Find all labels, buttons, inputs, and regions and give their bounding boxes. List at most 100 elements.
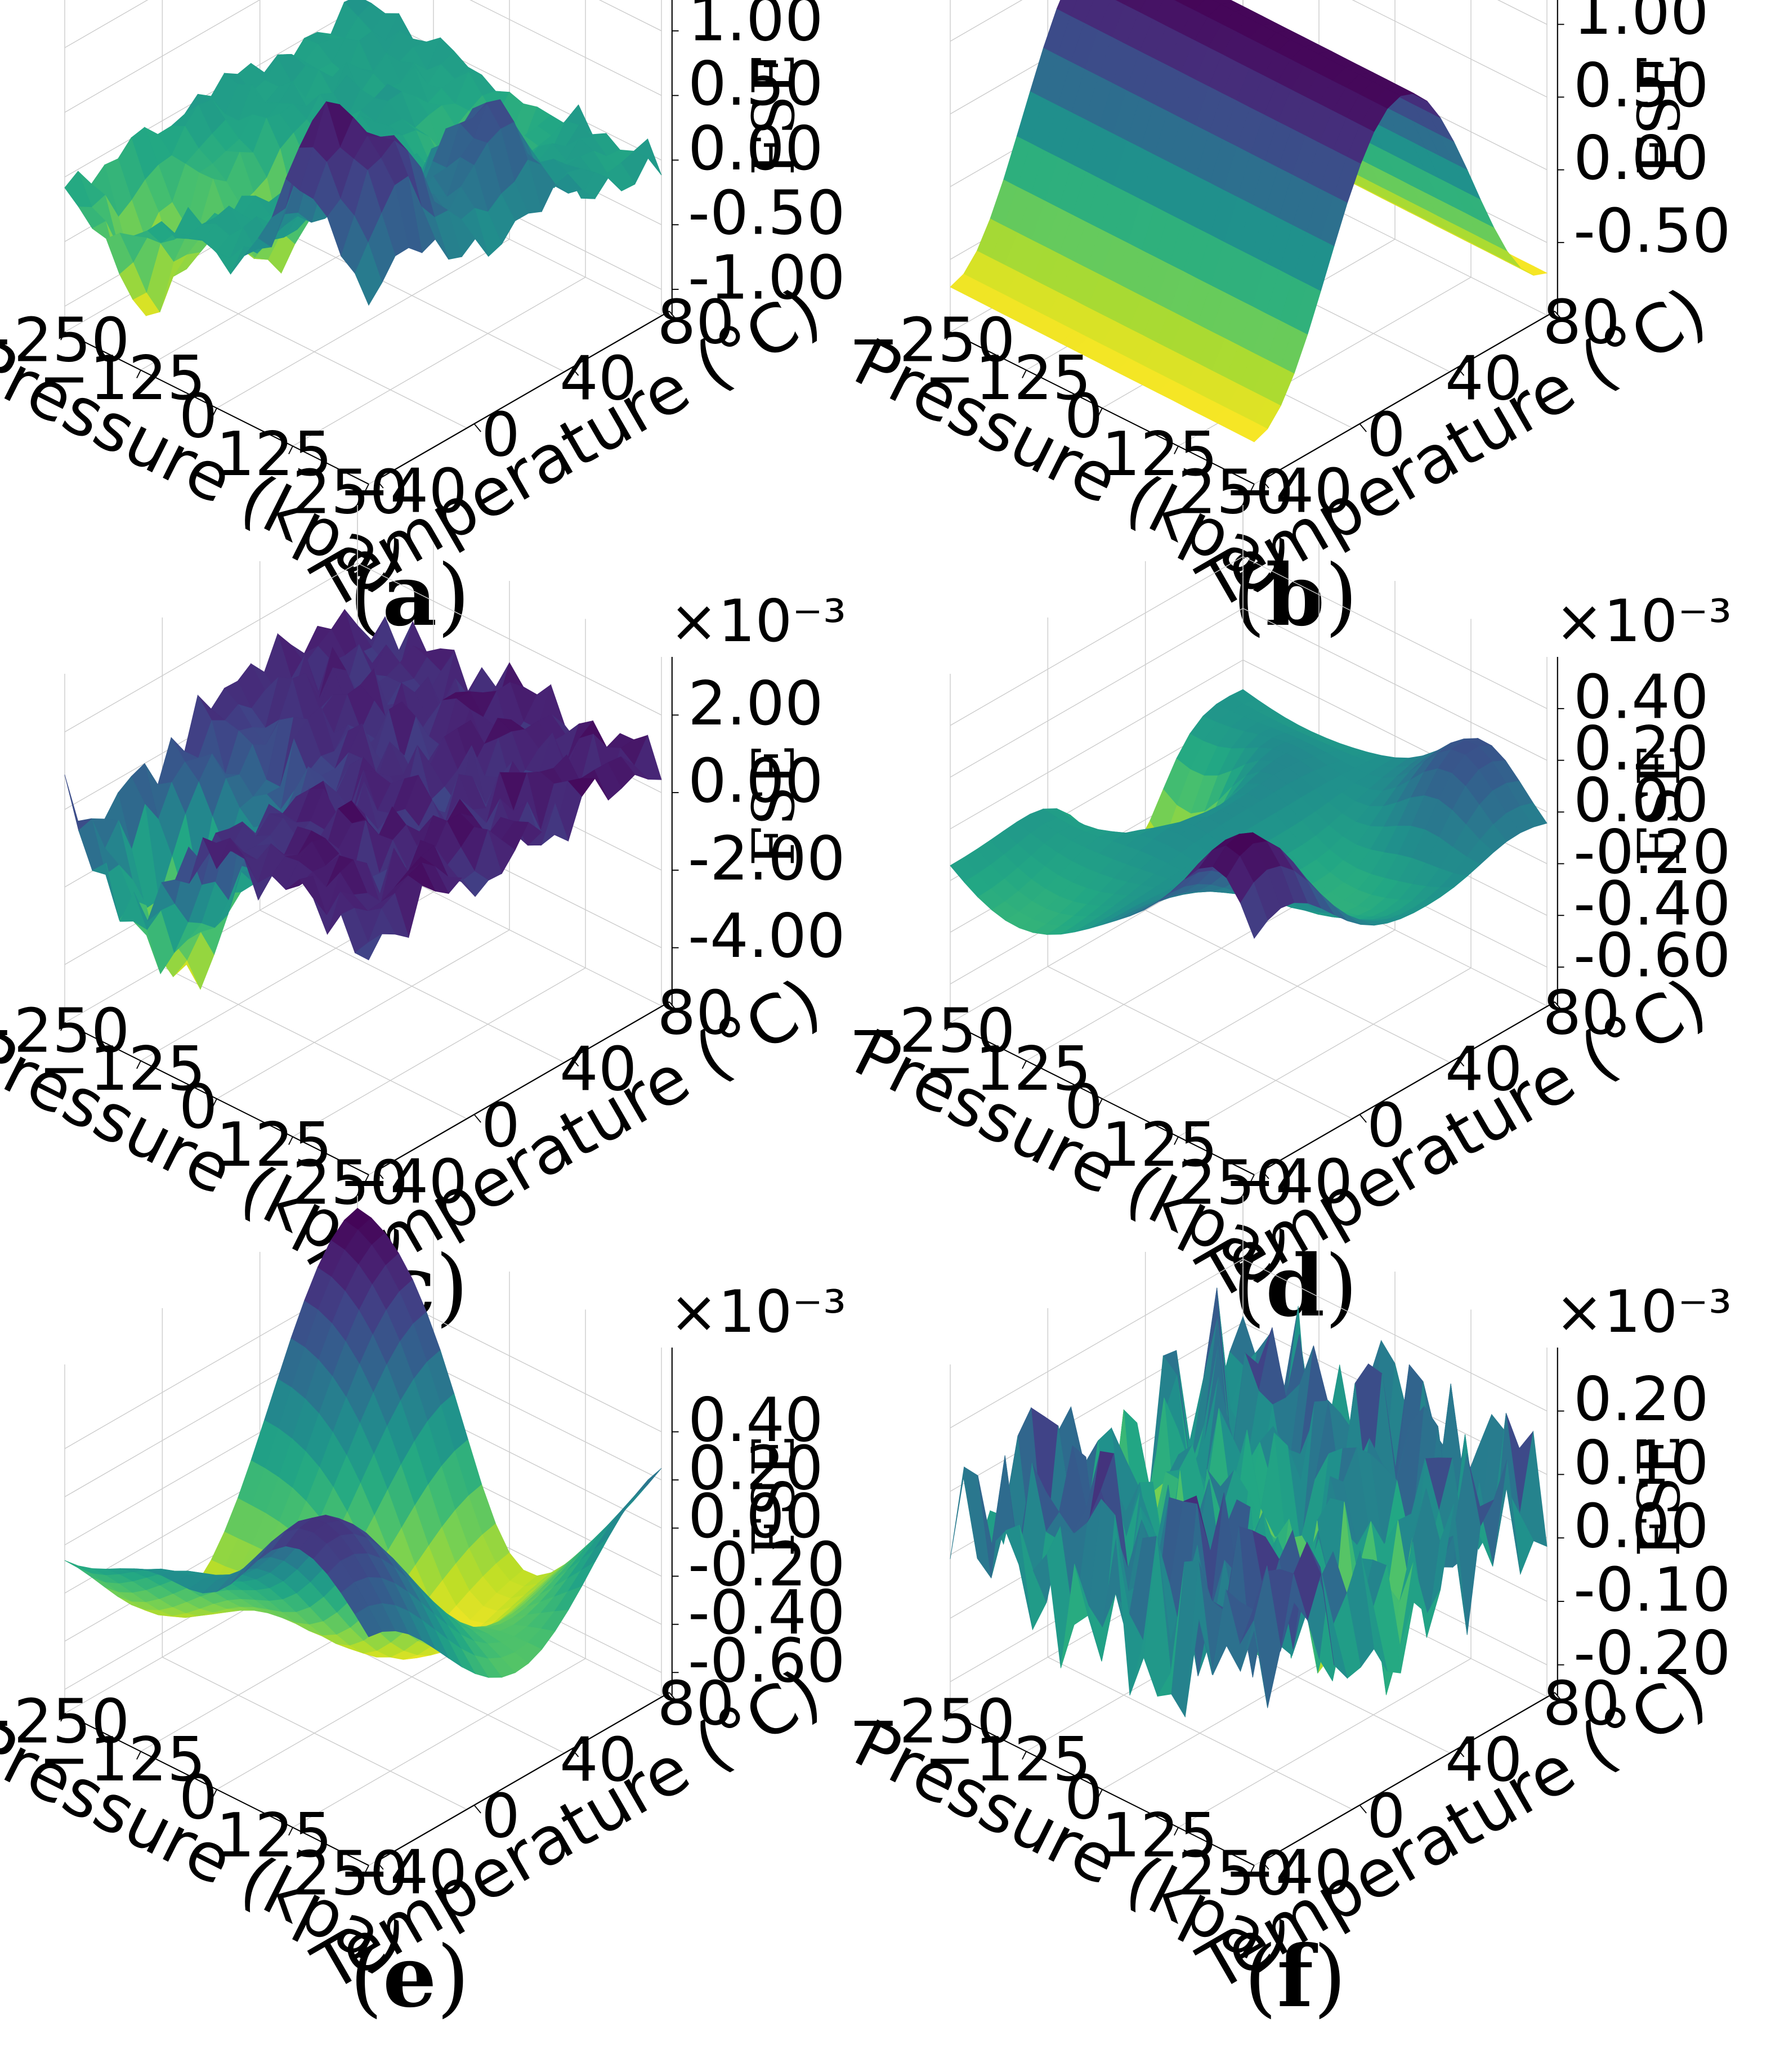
pressure-tick-label: 250 <box>292 458 408 528</box>
fse-scale-label: ×10⁻³ <box>669 588 846 655</box>
pressure-tick-label: −125 <box>39 1725 206 1795</box>
pressure-tick-label: 125 <box>1102 1801 1218 1871</box>
fse-tick-label: 1.00 <box>688 0 824 55</box>
temperature-axis-line <box>1262 1001 1555 1171</box>
panel-f: −250 −125 0 125 250 −40 0 40 80 0.20 0.10 0.00 -0.10… <box>843 1196 1771 2072</box>
fse-tick-label: -0.60 <box>1573 921 1731 991</box>
surface <box>64 1207 662 1678</box>
surface-plot-b: −250−1250125250−40040801.000.500.00-0.50… <box>843 0 1731 645</box>
pressure-tick-label: 0 <box>179 1072 218 1143</box>
temperature-tick-label: 80 <box>1542 1668 1620 1739</box>
surface-plot-d: −250−1250125250−40040800.400.200.00-0.20… <box>843 505 1732 1336</box>
surface <box>950 1287 1548 1718</box>
fse-tick-label: 0.50 <box>1573 51 1709 121</box>
fse-tick-label: -0.40 <box>1573 869 1731 939</box>
fse-tick-label: 0.00 <box>1573 123 1709 194</box>
pressure-tick-label: −250 <box>0 306 130 376</box>
temperature-axis-line <box>376 1692 670 1862</box>
temperature-tick-label: 80 <box>1542 287 1620 357</box>
temperature-axis-line <box>1262 1692 1555 1862</box>
temperature-axis-line <box>376 1001 670 1171</box>
temperature-tick-label: −40 <box>1224 456 1353 526</box>
fse-tick-label: 1.00 <box>1573 0 1709 48</box>
temperature-tick-label: −40 <box>339 1837 467 1908</box>
temperature-tick-label: 80 <box>657 287 735 357</box>
panel-label: (f) <box>1244 1927 1347 2026</box>
temperature-tick-label: 40 <box>1445 1725 1523 1795</box>
pressure-tick-label: −250 <box>848 996 1016 1067</box>
surface <box>950 689 1548 939</box>
fse-tick-label: 0.40 <box>1573 662 1709 732</box>
fse-axis-title: FSE <box>1626 744 1693 866</box>
pressure-tick-label: −125 <box>924 1034 1092 1104</box>
panel-label: (e) <box>350 1927 469 2026</box>
temperature-tick-label: 0 <box>481 400 520 470</box>
fse-axis-title: FSE <box>740 744 808 866</box>
pressure-tick-label: 125 <box>216 1801 332 1871</box>
fse-tick-label: -0.60 <box>688 1626 846 1697</box>
pressure-tick-label: −250 <box>848 1687 1016 1757</box>
pressure-tick-label: −125 <box>924 1725 1092 1795</box>
temperature-tick-label: 0 <box>1367 1090 1406 1161</box>
fse-tick-label: 0.10 <box>1573 1428 1709 1498</box>
temperature-tick-label: 80 <box>657 978 735 1048</box>
surface-plot-e: −250−1250125250−40040800.400.200.00-0.20… <box>0 1196 846 2026</box>
fse-tick-label: 0.50 <box>688 49 824 119</box>
surface <box>950 0 1548 442</box>
surface-plot-f: −250−1250125250−40040800.200.100.00-0.10… <box>843 1196 1732 2026</box>
temperature-tick-label: −40 <box>339 456 467 526</box>
pressure-tick-label: 0 <box>1065 1763 1103 1833</box>
fse-tick-label: 0.40 <box>688 1385 824 1456</box>
temperature-tick-label: 40 <box>560 343 637 414</box>
fse-axis-title: FSE <box>1626 1434 1693 1557</box>
panel-e: −250−1250125250−40040800.400.200.00-0.20… <box>0 1196 886 2072</box>
panel-label: (b) <box>1233 546 1358 645</box>
pressure-tick-label: −250 <box>848 306 1016 376</box>
pressure-tick-label: −125 <box>924 343 1092 414</box>
temperature-tick-label: 80 <box>657 1668 735 1739</box>
fse-tick-label: -0.50 <box>1573 196 1731 266</box>
pressure-tick-label: −125 <box>39 343 206 414</box>
fse-tick-label: -0.50 <box>688 178 846 249</box>
pressure-tick-label: 125 <box>216 1110 332 1180</box>
temperature-tick-label: 0 <box>481 1781 520 1851</box>
fse-tick-label: 0.00 <box>688 1482 824 1552</box>
fse-scale-label: ×10⁻³ <box>1555 588 1732 655</box>
temperature-tick-label: 0 <box>1367 400 1406 470</box>
pressure-tick-label: 0 <box>1065 382 1103 452</box>
panel-b: −250 −125 0 125 250 −40 0 40 80 1.00 0.50 0.00 -0.50… <box>843 0 1771 691</box>
fse-tick-label: -0.20 <box>1573 1618 1731 1689</box>
fse-tick-label: -0.20 <box>688 1530 846 1600</box>
fse-tick-label: 0.00 <box>1573 1492 1709 1562</box>
fse-axis-title: FSE <box>1626 53 1693 176</box>
fse-scale-label: ×10⁻³ <box>1555 1278 1732 1346</box>
panel-a: −250−1250125250−40040801.000.500.00-0.50… <box>0 0 886 691</box>
temperature-tick-label: 40 <box>560 1034 637 1104</box>
panel-label: (a) <box>349 546 470 645</box>
pressure-tick-label: −250 <box>0 996 130 1067</box>
pressure-tick-label: 250 <box>292 1148 408 1219</box>
fse-tick-label: -0.20 <box>1573 817 1731 888</box>
surface <box>64 608 662 990</box>
surface-plot-a: −250−1250125250−40040801.000.500.00-0.50… <box>0 0 846 645</box>
pressure-tick-label: 250 <box>1178 458 1294 528</box>
temperature-tick-label: 40 <box>560 1725 637 1795</box>
pressure-tick-label: 0 <box>179 382 218 452</box>
pressure-tick-label: 250 <box>1178 1839 1294 1909</box>
panel-label: (d) <box>1233 1237 1358 1336</box>
pressure-tick-label: −250 <box>0 1687 130 1757</box>
fse-axis-title: FSE <box>740 1434 808 1557</box>
temperature-tick-label: 0 <box>481 1090 520 1161</box>
panel-d: −250 −125 0 125 250 −40 0 40 80 0.40 0.20 0.00 -0.20… <box>843 505 1771 1381</box>
surface <box>64 0 662 317</box>
pressure-tick-label: 250 <box>292 1839 408 1909</box>
pressure-tick-label: −125 <box>39 1034 206 1104</box>
pressure-tick-label: 125 <box>1102 1110 1218 1180</box>
pressure-tick-label: 250 <box>1178 1148 1294 1219</box>
fse-tick-label: -2.00 <box>688 824 846 894</box>
pressure-tick-label: 0 <box>1065 1072 1103 1143</box>
fse-tick-label: 2.00 <box>688 669 824 739</box>
pressure-tick-label: 125 <box>1102 419 1218 490</box>
temperature-tick-label: 40 <box>1445 343 1523 414</box>
